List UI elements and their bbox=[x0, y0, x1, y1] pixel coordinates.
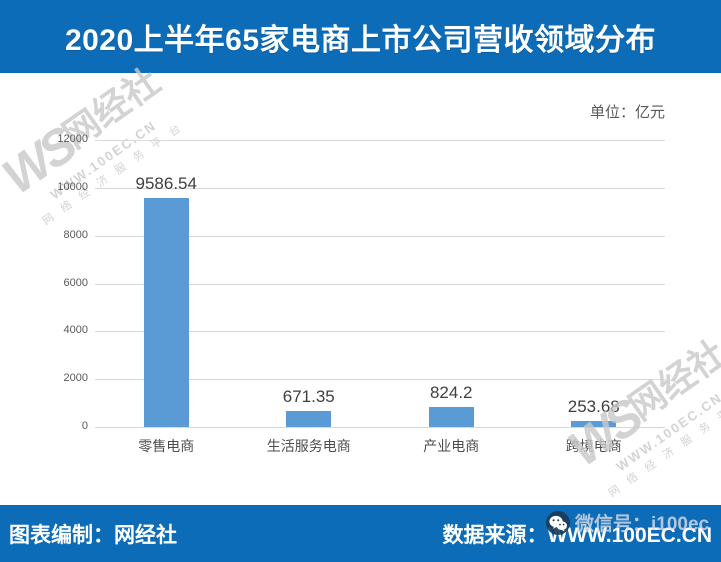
gridline bbox=[95, 283, 665, 285]
bar-value-label: 9586.54 bbox=[135, 173, 197, 193]
bar-value-label: 671.35 bbox=[282, 386, 335, 406]
gridline bbox=[95, 379, 665, 381]
unit-label: 单位：亿元 bbox=[589, 104, 665, 121]
gridline bbox=[95, 187, 665, 189]
bar bbox=[286, 410, 332, 427]
y-axis-tick-label: 2000 bbox=[63, 372, 88, 385]
y-axis-tick-label: 10000 bbox=[57, 180, 88, 193]
y-axis-tick-label: 4000 bbox=[63, 324, 88, 337]
bar bbox=[143, 197, 189, 427]
gridline bbox=[95, 427, 665, 428]
x-axis-category-label: 生活服务电商 bbox=[266, 438, 351, 454]
bar-value-label: 824.2 bbox=[429, 383, 473, 403]
page-title: 2020上半年65家电商上市公司营收领域分布 bbox=[64, 23, 657, 57]
gridline bbox=[95, 235, 665, 237]
bar-value-label: 253.68 bbox=[567, 396, 620, 416]
y-axis-tick-label: 0 bbox=[81, 420, 88, 432]
y-axis-tick-label: 12000 bbox=[57, 133, 88, 145]
x-axis-category-label: 跨境电商 bbox=[565, 438, 622, 454]
bar bbox=[571, 420, 617, 427]
footer-credit: 图表编制：网经社 bbox=[9, 523, 177, 547]
watermark-url: WWW.100EC.CN bbox=[613, 389, 721, 475]
x-axis-category-label: 零售电商 bbox=[138, 438, 195, 454]
footer-source: 数据来源：WWW.100EC.CN bbox=[442, 523, 712, 547]
gridline bbox=[95, 140, 665, 141]
gridline bbox=[95, 331, 665, 333]
footer-banner: 图表编制：网经社 数据来源：WWW.100EC.CN bbox=[0, 505, 721, 562]
bar bbox=[428, 407, 474, 427]
y-axis-tick-label: 6000 bbox=[63, 276, 88, 289]
y-axis-tick-label: 8000 bbox=[63, 228, 88, 241]
x-axis-category-label: 产业电商 bbox=[423, 438, 480, 454]
title-banner: 2020上半年65家电商上市公司营收领域分布 bbox=[0, 0, 721, 73]
